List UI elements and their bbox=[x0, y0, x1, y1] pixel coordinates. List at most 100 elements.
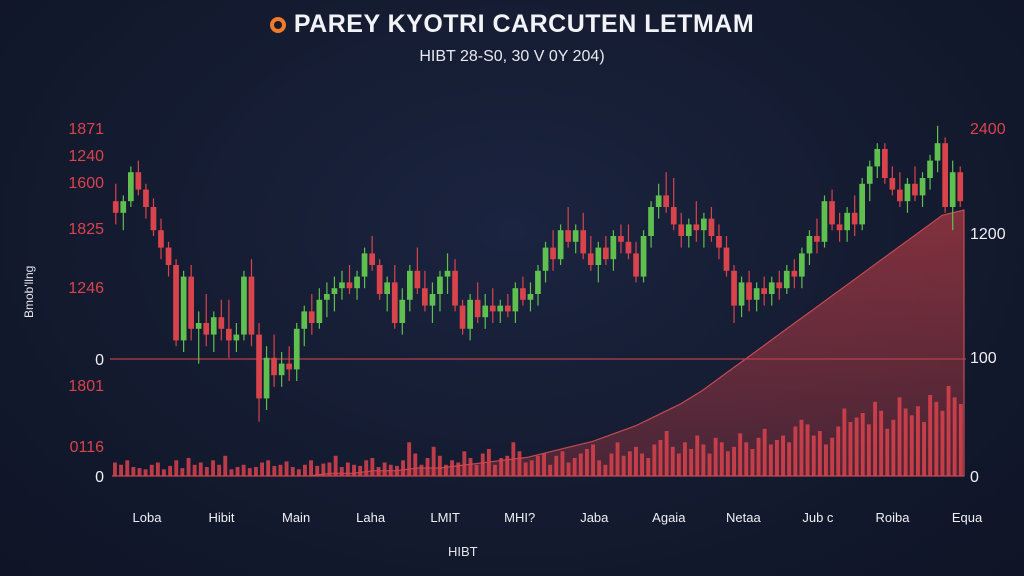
volume-bar bbox=[364, 460, 369, 476]
y-axis-left: 1871 1240 1600 1825 1246 0 1801 0116 0 bbox=[68, 121, 104, 486]
candle bbox=[150, 198, 157, 236]
volume-bar bbox=[885, 428, 890, 477]
area-layer bbox=[112, 209, 965, 477]
y-tick-label-left: 0 bbox=[95, 469, 104, 486]
volume-bar bbox=[830, 437, 835, 477]
volume-bar bbox=[321, 463, 326, 476]
candle bbox=[482, 294, 489, 329]
volume-bar bbox=[254, 467, 258, 476]
candle bbox=[768, 276, 775, 306]
x-tick-label: Hibit bbox=[208, 510, 234, 525]
volume-bar bbox=[640, 453, 644, 476]
candle bbox=[776, 270, 783, 300]
candle bbox=[384, 276, 390, 312]
candle bbox=[587, 236, 594, 271]
volume-bar bbox=[860, 413, 865, 476]
candle bbox=[663, 172, 669, 213]
y-tick-label-left: 0116 bbox=[70, 439, 105, 456]
candle bbox=[165, 241, 172, 277]
candle bbox=[731, 265, 737, 323]
y-tick-label-right: 2400 bbox=[970, 121, 1006, 138]
volume-bar bbox=[836, 426, 841, 476]
volume-bar bbox=[529, 460, 534, 476]
volume-bar bbox=[198, 462, 203, 476]
candle bbox=[542, 241, 549, 283]
candle bbox=[783, 265, 790, 294]
y-tick-label-right: 100 bbox=[970, 350, 997, 367]
candle bbox=[844, 207, 850, 242]
candle bbox=[263, 346, 270, 410]
y-tick-label-right: 0 bbox=[970, 469, 979, 486]
volume-bar bbox=[621, 455, 626, 477]
candle bbox=[821, 195, 828, 248]
volume-bar bbox=[155, 462, 160, 476]
volume-bar bbox=[891, 419, 896, 477]
candle bbox=[339, 270, 345, 300]
volume-bar bbox=[952, 397, 957, 477]
candle bbox=[437, 270, 443, 312]
volume-bar bbox=[186, 458, 191, 476]
candle bbox=[791, 259, 798, 289]
candle bbox=[210, 311, 217, 352]
x-tick-label: Main bbox=[282, 510, 310, 525]
candle bbox=[942, 137, 948, 213]
candle bbox=[203, 294, 210, 347]
volume-bar bbox=[909, 415, 914, 477]
candle bbox=[467, 294, 473, 341]
volume-bar bbox=[946, 386, 951, 476]
volume-bar bbox=[376, 467, 381, 476]
volume-bar bbox=[903, 408, 908, 476]
y-tick-label-left: 0 bbox=[95, 352, 104, 369]
volume-bar bbox=[958, 404, 963, 476]
candle bbox=[580, 212, 587, 260]
candle bbox=[716, 224, 722, 260]
y-tick-label-left: 1825 bbox=[68, 221, 104, 238]
candle bbox=[746, 270, 752, 312]
volume-bar bbox=[591, 444, 595, 476]
candle bbox=[316, 288, 323, 329]
candle bbox=[723, 236, 730, 277]
chart-header: PAREY KYOTRI CARCUTEN LETMAM bbox=[0, 10, 1024, 39]
volume-bar bbox=[707, 453, 712, 476]
volume-bar bbox=[940, 410, 945, 477]
volume-bar bbox=[719, 442, 724, 477]
candle bbox=[422, 270, 428, 312]
candle bbox=[399, 288, 406, 335]
volume-bar bbox=[817, 431, 822, 476]
candle bbox=[693, 201, 700, 242]
x-tick-label: Loba bbox=[133, 510, 163, 525]
x-tick-label: MHI? bbox=[504, 510, 535, 525]
candle bbox=[799, 247, 805, 289]
volume-bar bbox=[401, 460, 405, 476]
volume-bar bbox=[382, 462, 387, 476]
volume-bar bbox=[866, 424, 871, 476]
volume-bar bbox=[174, 460, 179, 476]
candle bbox=[565, 207, 571, 248]
y-axis-label: Bmob'llng bbox=[22, 265, 36, 318]
volume-bar bbox=[683, 442, 687, 477]
candle bbox=[286, 346, 292, 381]
candle bbox=[278, 352, 285, 387]
y-tick-label-left: 1246 bbox=[68, 280, 104, 297]
candle bbox=[391, 265, 398, 329]
x-tick-label: Equa bbox=[952, 510, 983, 525]
volume-bar bbox=[278, 464, 283, 477]
candle bbox=[753, 282, 760, 312]
volume-bar bbox=[793, 426, 798, 476]
candle bbox=[874, 143, 881, 178]
candle bbox=[572, 224, 579, 254]
volume-bar bbox=[480, 453, 485, 476]
candle bbox=[429, 282, 436, 323]
volume-bar bbox=[327, 462, 332, 476]
volume-bar bbox=[204, 467, 209, 476]
volume-bar bbox=[499, 458, 504, 476]
volume-bar bbox=[388, 464, 393, 477]
candle bbox=[444, 253, 451, 294]
candle bbox=[557, 224, 564, 265]
candle bbox=[173, 259, 179, 347]
volume-bar bbox=[560, 451, 565, 477]
candle bbox=[912, 166, 918, 202]
candle bbox=[226, 299, 232, 358]
volume-bar bbox=[450, 460, 454, 476]
